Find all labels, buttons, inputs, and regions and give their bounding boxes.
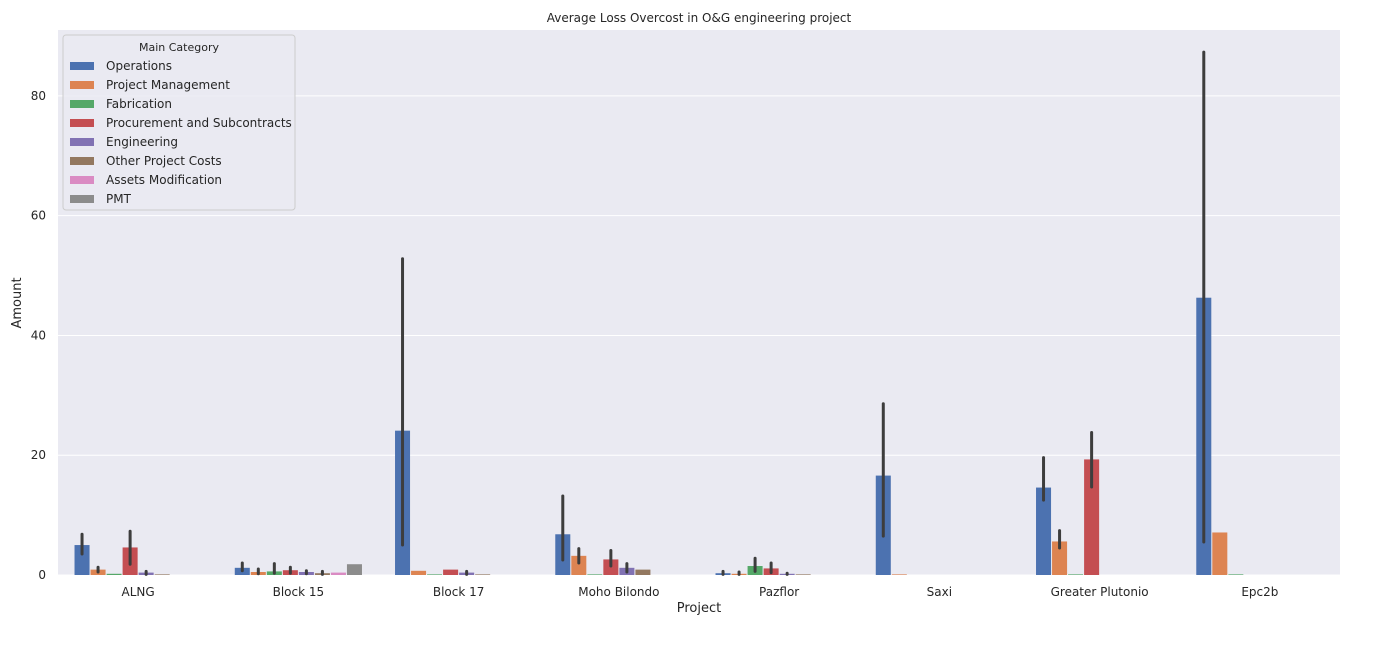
y-tick-label: 60 <box>31 209 46 223</box>
bar <box>1052 541 1068 575</box>
legend-label: Other Project Costs <box>106 154 222 168</box>
legend-label: Project Management <box>106 78 230 92</box>
legend-swatch <box>70 176 94 184</box>
bar <box>587 574 603 575</box>
x-tick-label: Moho Bilondo <box>578 585 659 599</box>
y-tick-label: 80 <box>31 89 46 103</box>
legend-title: Main Category <box>139 41 219 54</box>
bar <box>443 569 459 575</box>
bar <box>346 564 362 575</box>
legend-swatch <box>70 157 94 165</box>
bar <box>411 570 427 575</box>
x-tick-label: Greater Plutonio <box>1051 585 1149 599</box>
bar <box>1084 459 1100 575</box>
legend-frame <box>62 34 296 211</box>
x-axis-label: Project <box>677 601 721 616</box>
legend: Main Category Operations Project Manageme… <box>62 34 296 211</box>
x-tick-label: ALNG <box>122 585 155 599</box>
legend-label: Procurement and Subcontracts <box>106 116 292 130</box>
chart-title: Average Loss Overcost in O&G engineering… <box>547 11 852 25</box>
y-tick-label: 40 <box>31 328 46 342</box>
bar <box>571 555 587 575</box>
bar <box>1068 574 1084 575</box>
bar <box>1036 487 1052 575</box>
axis-ticks: 0 20 40 60 80 ALNG Block 15 Block 17 Moho Bilond… <box>31 89 1279 599</box>
legend-label: Fabrication <box>106 97 172 111</box>
bar <box>1228 574 1244 575</box>
error-bars <box>80 50 1206 576</box>
bar <box>795 574 811 575</box>
x-tick-label: Epc2b <box>1241 585 1278 599</box>
legend-label: Operations <box>106 59 172 73</box>
y-axis-label: Amount <box>10 277 25 328</box>
bar <box>475 574 491 575</box>
bar <box>427 574 443 575</box>
bar <box>330 572 346 575</box>
legend-swatch <box>70 81 94 89</box>
x-tick-label: Block 15 <box>273 585 325 599</box>
y-tick-label: 20 <box>31 448 46 462</box>
bar <box>154 574 170 575</box>
bar <box>1212 532 1228 575</box>
bar <box>74 545 90 575</box>
bar <box>106 573 122 575</box>
x-tick-label: Saxi <box>927 585 952 599</box>
legend-swatch <box>70 100 94 108</box>
legend-items: Operations Project Management Fabrication P… <box>70 59 292 206</box>
x-tick-label: Pazflor <box>759 585 799 599</box>
legend-label: PMT <box>106 192 132 206</box>
legend-swatch <box>70 62 94 70</box>
legend-label: Engineering <box>106 135 178 149</box>
legend-label: Assets Modification <box>106 173 222 187</box>
y-tick-label: 0 <box>38 568 46 582</box>
bar <box>635 569 651 575</box>
bar <box>891 574 907 575</box>
legend-swatch <box>70 195 94 203</box>
legend-swatch <box>70 138 94 146</box>
x-tick-label: Block 17 <box>433 585 485 599</box>
legend-swatch <box>70 119 94 127</box>
